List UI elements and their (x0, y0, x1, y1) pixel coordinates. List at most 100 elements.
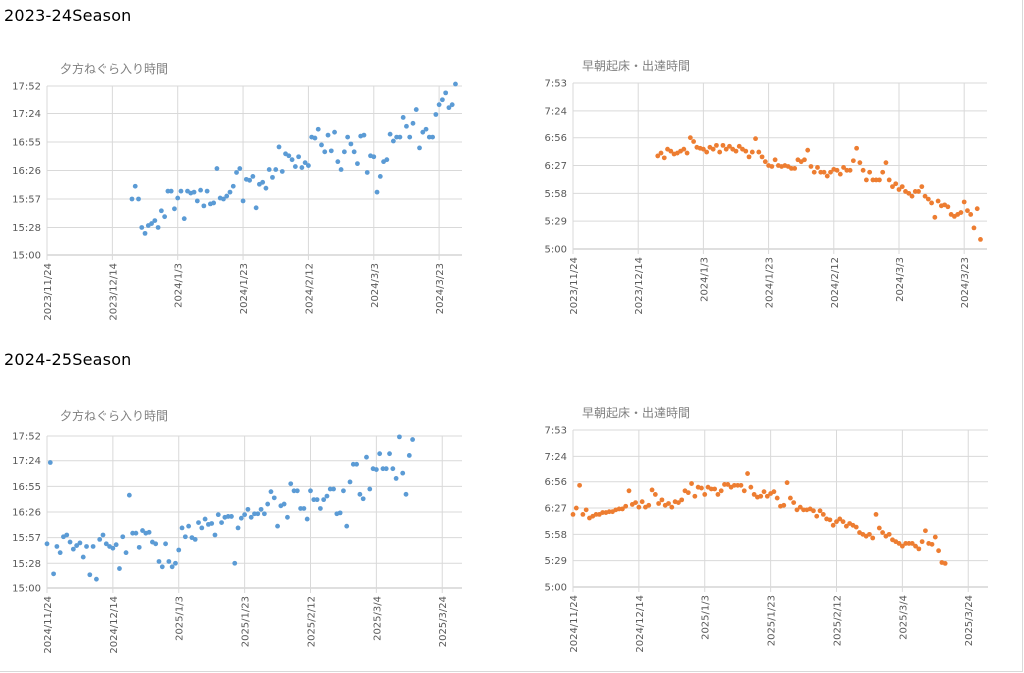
data-point (57, 550, 63, 556)
data-point (811, 169, 817, 175)
data-point (227, 189, 233, 195)
data-point (945, 204, 951, 210)
data-point (843, 523, 849, 529)
data-point (668, 148, 674, 154)
data-point (867, 169, 873, 175)
x-tick-label: 2023/11/24 (569, 257, 580, 315)
data-point (338, 167, 344, 172)
data-point (903, 541, 909, 546)
x-tick-label: 2024/3/3 (895, 257, 906, 302)
data-point (942, 561, 948, 566)
x-tick-label: 2023/12/14 (108, 263, 119, 321)
data-point (126, 492, 132, 498)
y-tick-label: 7:24 (545, 452, 567, 463)
y-tick-label: 6:27 (545, 161, 567, 172)
data-point (158, 208, 164, 214)
data-point (710, 146, 716, 152)
data-point (771, 489, 777, 495)
x-tick-label: 2025/1/3 (175, 596, 186, 641)
data-point (850, 158, 856, 164)
chart-title: 夕方ねぐら入り時間 (60, 61, 168, 76)
data-point (886, 531, 892, 537)
data-point (743, 148, 749, 154)
data-point (225, 514, 231, 519)
y-tick-label: 15:28 (12, 223, 41, 234)
x-tick-label: 2024/3/23 (435, 263, 446, 314)
data-point (351, 149, 357, 155)
x-tick-label: 2024/1/3 (699, 257, 710, 302)
data-point (699, 485, 704, 491)
data-point (87, 572, 93, 578)
data-point (700, 146, 706, 152)
data-point (186, 523, 192, 529)
data-point (348, 141, 354, 147)
data-point (600, 510, 606, 515)
data-point (328, 148, 334, 154)
y-tick-label: 15:00 (12, 251, 41, 262)
x-tick-label: 2024/12/14 (109, 596, 120, 654)
data-point (834, 167, 840, 173)
data-point (723, 146, 729, 152)
data-point (140, 528, 145, 533)
data-point (374, 189, 380, 195)
data-point (863, 177, 869, 183)
data-point (253, 205, 259, 211)
data-point (97, 536, 103, 542)
data-point (876, 525, 882, 531)
data-point (661, 155, 667, 161)
data-point (319, 142, 324, 148)
data-point (961, 199, 967, 205)
data-point (292, 164, 298, 169)
data-point (271, 495, 277, 501)
data-point (965, 208, 970, 214)
season-title-2024-25: 2024-25Season (4, 350, 132, 369)
data-point (113, 542, 119, 548)
data-point (211, 200, 217, 206)
data-point (681, 146, 687, 152)
x-tick-label: 2024/1/3 (174, 263, 185, 308)
y-tick-label: 15:00 (12, 584, 41, 595)
data-point (153, 541, 159, 547)
data-point (238, 515, 244, 521)
data-point (230, 183, 236, 189)
data-point (717, 149, 723, 155)
x-tick-label: 2025/1/23 (241, 596, 252, 647)
y-tick-label: 15:28 (12, 559, 41, 570)
data-point (347, 479, 353, 485)
data-point (787, 495, 793, 501)
data-point (759, 154, 765, 160)
data-point (191, 189, 197, 195)
data-point (215, 512, 221, 518)
data-point (232, 560, 238, 566)
data-point (893, 181, 899, 187)
data-point (841, 165, 846, 170)
y-tick-label: 5:58 (545, 189, 567, 200)
data-point (909, 541, 915, 546)
data-point (860, 167, 866, 173)
data-point (169, 564, 175, 570)
data-point (606, 509, 612, 515)
data-point (360, 496, 366, 502)
data-point (255, 511, 261, 517)
data-point (873, 511, 879, 517)
data-point (397, 434, 402, 440)
data-point (784, 480, 790, 486)
data-point (727, 143, 732, 149)
data-point (100, 532, 106, 538)
data-point (805, 147, 811, 153)
data-point (639, 499, 645, 505)
data-point (978, 237, 983, 242)
data-point (715, 492, 721, 497)
data-point (733, 148, 739, 154)
data-point (781, 502, 787, 508)
data-point (47, 460, 53, 465)
data-point (436, 102, 442, 108)
x-tick-label: 2025/1/3 (701, 595, 712, 640)
x-tick-label: 2023/12/14 (634, 257, 645, 315)
x-tick-label: 2025/2/12 (832, 595, 843, 646)
data-point (580, 511, 586, 517)
data-point (142, 230, 148, 236)
x-tick-label: 2024/1/23 (765, 257, 776, 308)
data-point (687, 135, 693, 141)
data-point (725, 482, 731, 487)
